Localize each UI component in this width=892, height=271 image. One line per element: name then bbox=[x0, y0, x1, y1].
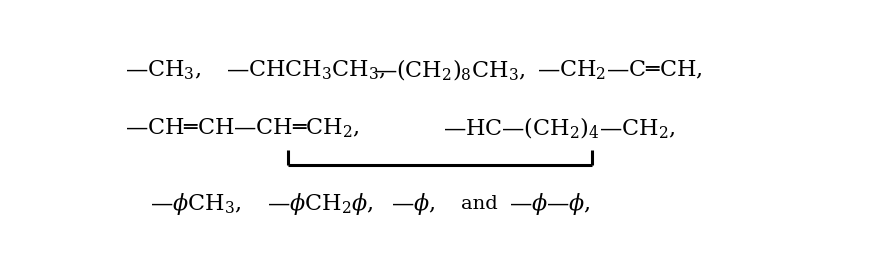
Text: —CH$_3$,: —CH$_3$, bbox=[125, 58, 202, 82]
Text: —$\phi$CH$_3$,: —$\phi$CH$_3$, bbox=[150, 191, 241, 217]
Text: —(CH$_2$)$_8$CH$_3$,: —(CH$_2$)$_8$CH$_3$, bbox=[375, 57, 525, 83]
Text: —CHCH$_3$CH$_3$,: —CHCH$_3$CH$_3$, bbox=[226, 58, 385, 82]
Text: —$\phi$CH$_2$$\phi$,: —$\phi$CH$_2$$\phi$, bbox=[267, 191, 374, 217]
Text: —$\phi$—$\phi$,: —$\phi$—$\phi$, bbox=[509, 191, 591, 217]
Text: —$\phi$,: —$\phi$, bbox=[392, 191, 436, 217]
Text: —CH$_2$—C═CH,: —CH$_2$—C═CH, bbox=[537, 58, 702, 82]
Text: and: and bbox=[460, 195, 498, 213]
Text: —HC—(CH$_2$)$_4$—CH$_2$,: —HC—(CH$_2$)$_4$—CH$_2$, bbox=[443, 116, 676, 141]
Text: —CH═CH—CH═CH$_2$,: —CH═CH—CH═CH$_2$, bbox=[125, 117, 360, 140]
